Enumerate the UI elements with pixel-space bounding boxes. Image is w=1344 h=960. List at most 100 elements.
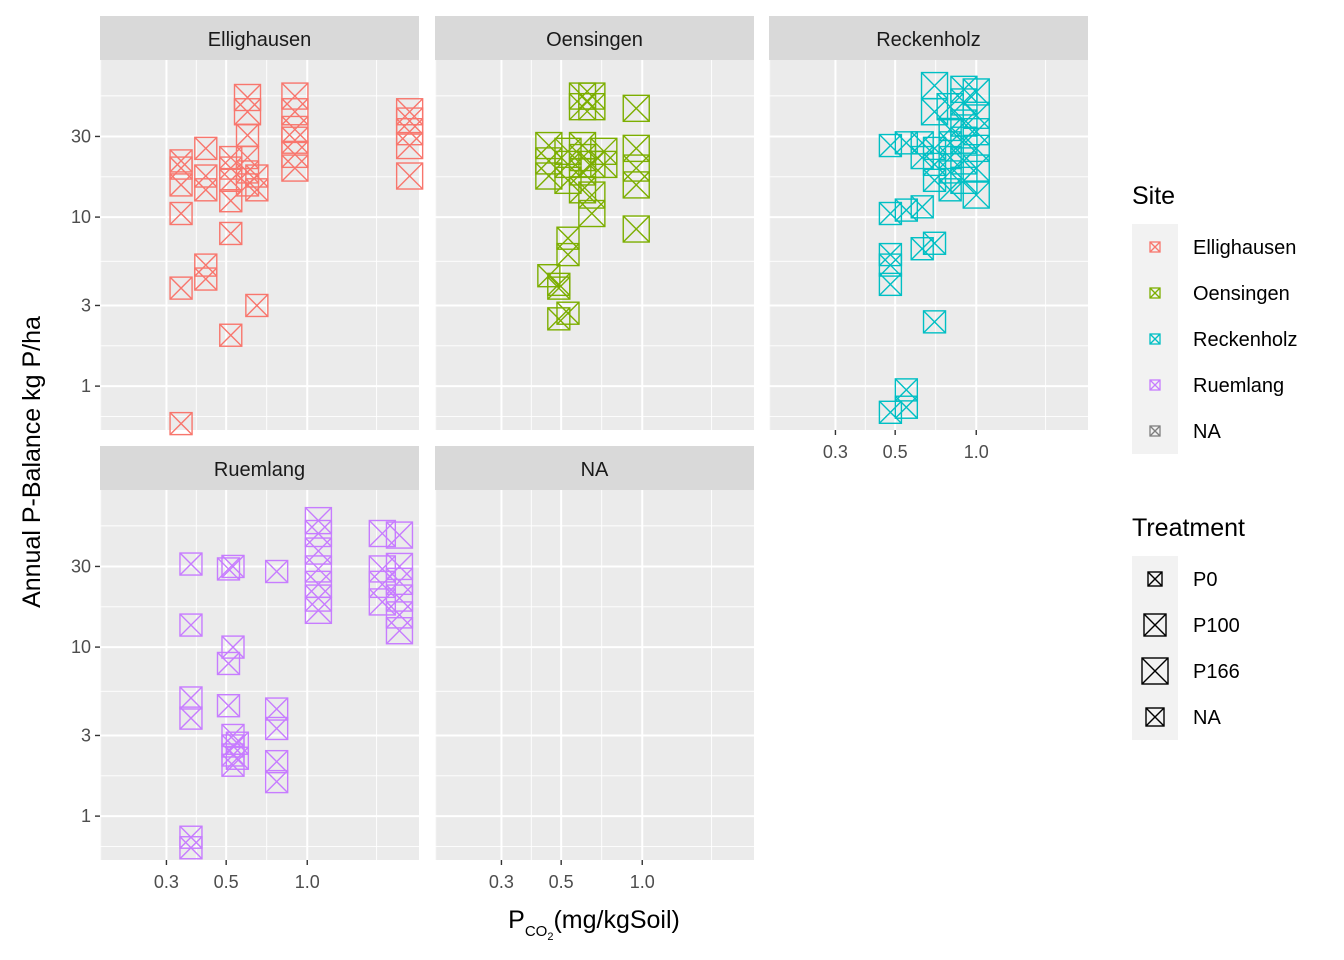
y-axis-title: Annual P-Balance kg P/ha — [18, 316, 46, 608]
legend-treatment-keys-bg — [1132, 556, 1178, 740]
data-point — [894, 131, 919, 155]
data-point — [578, 82, 606, 110]
x-tick-label: 0.3 — [154, 872, 179, 892]
facet-strip — [100, 446, 419, 490]
data-point — [219, 168, 243, 193]
data-point — [169, 149, 193, 173]
legend-key-ellighausen — [1149, 241, 1161, 253]
data-point — [922, 168, 947, 193]
legend-treatment-label: P166 — [1193, 661, 1240, 683]
panels-layer: Ellighausen 1 3 10 30 Oensingen Reckenholz 0.3 0… — [71, 16, 1088, 892]
data-point — [962, 78, 990, 106]
data-point — [194, 164, 218, 188]
legend-key-p0 — [1147, 571, 1163, 587]
data-point — [179, 686, 203, 710]
data-point — [578, 181, 606, 209]
x-tick-label: 1.0 — [964, 442, 989, 462]
facet-panel-ruemlang: Ruemlang 1 3 10 30 0.3 0.5 1.0 — [71, 446, 419, 892]
facet-panel-ellighausen: Ellighausen 1 3 10 30 — [71, 16, 424, 436]
facet-strip-label: Oensingen — [546, 29, 643, 51]
y-tick-label: 10 — [71, 207, 91, 227]
data-point — [304, 570, 333, 599]
legend-key-oensingen — [1149, 287, 1161, 299]
data-point — [281, 140, 309, 169]
facet-strip-label: Ellighausen — [208, 29, 311, 51]
facet-panel-na: NA 0.3 0.5 1.0 — [435, 446, 754, 892]
legend-site-label: Oensingen — [1193, 283, 1290, 305]
facet-strip — [100, 16, 419, 60]
facet-strip — [435, 446, 754, 490]
data-point — [622, 215, 650, 243]
legend-site-label: Ruemlang — [1193, 375, 1284, 397]
data-point — [878, 400, 903, 424]
x-tick-label: 0.3 — [489, 872, 514, 892]
data-point — [169, 201, 193, 226]
data-point — [385, 617, 414, 645]
data-point — [922, 152, 947, 177]
legend-key-na — [1149, 425, 1161, 437]
legend-site-label: NA — [1193, 421, 1221, 443]
data-point — [304, 506, 333, 535]
data-point — [194, 136, 218, 161]
panel-background — [435, 490, 754, 860]
legend-key-na — [1145, 707, 1165, 727]
data-point — [622, 94, 650, 123]
data-point — [395, 162, 424, 190]
data-point — [233, 83, 262, 112]
y-tick-label: 30 — [71, 556, 91, 576]
legend-site-label: Reckenholz — [1193, 329, 1298, 351]
legend-site-title: Site — [1132, 182, 1175, 210]
data-point — [590, 137, 618, 166]
data-point — [962, 181, 990, 209]
data-point — [395, 98, 424, 126]
data-point — [245, 164, 269, 188]
y-tick-label: 1 — [81, 806, 91, 826]
data-point — [556, 301, 580, 325]
x-tick-label: 1.0 — [295, 872, 320, 892]
facet-strip — [435, 16, 754, 60]
data-point — [219, 323, 243, 347]
data-point — [169, 173, 193, 197]
panel-background — [100, 490, 419, 860]
data-point — [535, 162, 563, 190]
legend-treatment-title: Treatment — [1132, 514, 1245, 542]
data-point — [962, 101, 990, 130]
panel-background — [435, 60, 754, 430]
data-point — [385, 552, 414, 581]
data-point — [179, 552, 203, 576]
data-point — [537, 264, 561, 288]
data-point — [962, 154, 990, 182]
legend-treatment-label: NA — [1193, 707, 1221, 729]
legend-key-ruemlang — [1149, 379, 1161, 391]
data-point — [922, 310, 947, 334]
data-point — [385, 567, 414, 596]
legend-key-reckenholz — [1149, 333, 1161, 345]
data-point — [910, 195, 934, 219]
x-axis-title: PCO2(mg/kgSoil) — [508, 906, 680, 943]
data-point — [554, 166, 582, 195]
data-point — [221, 635, 245, 659]
data-point — [920, 71, 949, 100]
data-point — [894, 378, 919, 402]
data-point — [194, 253, 218, 277]
data-point — [245, 293, 269, 318]
data-point — [385, 521, 414, 549]
facet-strip — [769, 16, 1088, 60]
data-point — [878, 272, 903, 297]
data-point — [622, 134, 650, 163]
data-point — [281, 98, 309, 126]
data-point — [219, 145, 243, 170]
panel-background — [100, 60, 419, 430]
data-point — [922, 231, 947, 255]
data-point — [878, 242, 903, 267]
data-point — [216, 557, 241, 581]
data-point — [169, 411, 193, 436]
data-point — [179, 613, 203, 637]
legend-key-p100 — [1143, 613, 1167, 637]
facet-strip-label: NA — [581, 459, 609, 481]
y-tick-label: 3 — [81, 295, 91, 315]
legend-layer: Site Ellighausen Oensingen Reckenholz Ruemla… — [1132, 182, 1298, 740]
data-point — [219, 221, 243, 246]
data-point — [225, 731, 250, 755]
